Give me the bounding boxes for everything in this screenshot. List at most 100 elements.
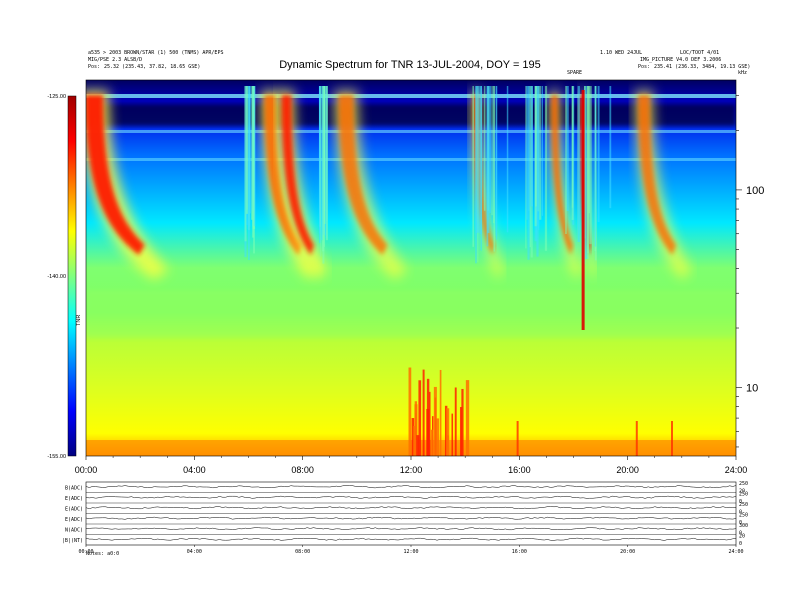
x-tick-label: 20:00 xyxy=(616,465,639,475)
low-spike xyxy=(454,387,457,456)
panel-right-tick: 0 xyxy=(739,520,742,526)
striation xyxy=(496,86,498,240)
striation xyxy=(594,86,597,247)
low-spike xyxy=(459,407,463,456)
panel-x-tick-label: 04:00 xyxy=(187,549,202,555)
striation xyxy=(319,86,321,214)
x-tick-label: 00:00 xyxy=(75,465,98,475)
header-right-line1: 1.10 WED 24JUL xyxy=(600,50,642,56)
striation xyxy=(244,86,247,242)
burst-core xyxy=(264,95,303,255)
striation xyxy=(252,86,255,238)
low-spike xyxy=(418,380,422,456)
panel-x-tick-label: 24:00 xyxy=(728,549,743,555)
panel-right-tick: 250 xyxy=(739,513,748,519)
panel-right-tick: 0 xyxy=(739,510,742,516)
burst-core xyxy=(281,95,315,255)
burst-halo xyxy=(86,90,169,280)
low-spike xyxy=(408,367,412,456)
summary-panels: B(ADC)25020E(ADC)2500E(ADC)2500E(ADC)250… xyxy=(62,481,748,555)
low-spike xyxy=(635,421,638,456)
panel-right-tick: 250 xyxy=(739,492,748,498)
footer-notes: Notes: a0:0 xyxy=(86,551,119,557)
burst-core xyxy=(638,95,677,255)
striation xyxy=(566,86,569,211)
panel-label: N(ADC) xyxy=(65,527,83,533)
low-spike xyxy=(446,408,450,456)
striation xyxy=(320,86,323,241)
low-spike xyxy=(516,421,519,456)
striation xyxy=(472,86,475,247)
panel-right-tick: 0 xyxy=(739,499,742,505)
burst xyxy=(278,90,328,280)
low-spike xyxy=(671,421,673,456)
header-left-line1: a535 > 2003 BROWN/STAR (1) 500 (TNMS) AP… xyxy=(88,50,223,56)
chart-title: Dynamic Spectrum for TNR 13-JUL-2004, DO… xyxy=(279,59,541,71)
header-left-pos-value: 25.32 (235.43, 37.82, 18.65 GSE) xyxy=(104,64,200,70)
striation xyxy=(539,86,542,220)
colorbar-tick-label: -125.00 xyxy=(47,94,66,100)
panel-trace xyxy=(85,516,737,520)
header-corner-unit: kHz xyxy=(738,70,747,76)
light-line-3 xyxy=(86,158,736,161)
panel-x-tick-label: 08:00 xyxy=(295,549,310,555)
striation xyxy=(584,86,586,265)
striation xyxy=(577,86,580,242)
striation xyxy=(536,86,539,257)
spike xyxy=(581,90,585,330)
striation xyxy=(541,86,544,216)
x-tick-label: 16:00 xyxy=(508,465,531,475)
y-axis: 10 100 xyxy=(736,95,764,448)
striation xyxy=(530,86,533,207)
panel-right-tick: 0 xyxy=(739,531,742,537)
panel-x-tick-label: 20:00 xyxy=(620,549,635,555)
colorbar xyxy=(67,95,77,457)
low-spike xyxy=(439,369,442,456)
panel-trace xyxy=(85,537,737,541)
x-tick-label: 08:00 xyxy=(291,465,314,475)
low-spike xyxy=(428,391,431,456)
low-spike xyxy=(411,418,415,456)
panel-label: E(ADC) xyxy=(65,517,83,523)
panel-trace xyxy=(85,495,737,499)
panel-x-tick-label: 00:00 xyxy=(78,549,93,555)
x-axis: 00:00 04:00 08:00 12:00 16:00 20:00 24:00 xyxy=(75,456,748,475)
burst-core xyxy=(86,95,145,255)
burst xyxy=(260,90,318,280)
colorbar-label: TNR xyxy=(76,315,82,326)
low-spike xyxy=(451,413,454,456)
striation xyxy=(589,86,592,245)
striation xyxy=(528,86,530,211)
striation xyxy=(323,86,325,247)
panel-trace xyxy=(85,527,737,531)
low-spike xyxy=(430,429,434,456)
low-spike xyxy=(413,425,415,456)
panel-label: B(ADC) xyxy=(65,485,83,491)
header-right-line2: LOC/TOOT 4/01 xyxy=(680,50,719,56)
striation xyxy=(585,86,588,260)
low-spike xyxy=(414,404,418,456)
x-tick-label: 24:00 xyxy=(725,465,748,475)
y-tick-label: 10 xyxy=(746,382,758,394)
striation xyxy=(491,86,493,216)
low-spike xyxy=(416,435,420,456)
striation xyxy=(588,86,591,214)
burst xyxy=(549,90,582,280)
header-left-line2: MIG/PSE 2.3 ALSB/D xyxy=(88,57,142,63)
panel-right-tick: 300 xyxy=(739,523,748,529)
striation xyxy=(320,86,322,257)
striation xyxy=(480,86,482,251)
striation xyxy=(322,86,325,264)
striation xyxy=(544,86,548,251)
spectrogram xyxy=(86,80,736,456)
striation xyxy=(506,86,509,233)
striation xyxy=(325,86,328,241)
low-spike xyxy=(422,369,425,456)
striation xyxy=(526,86,528,220)
colorbar-ticks: -125.00 -140.00 -155.00 xyxy=(47,94,66,460)
burst-core xyxy=(338,95,388,255)
y-tick-label: 100 xyxy=(746,185,764,197)
panel-trace xyxy=(85,485,737,489)
striation xyxy=(249,86,251,214)
